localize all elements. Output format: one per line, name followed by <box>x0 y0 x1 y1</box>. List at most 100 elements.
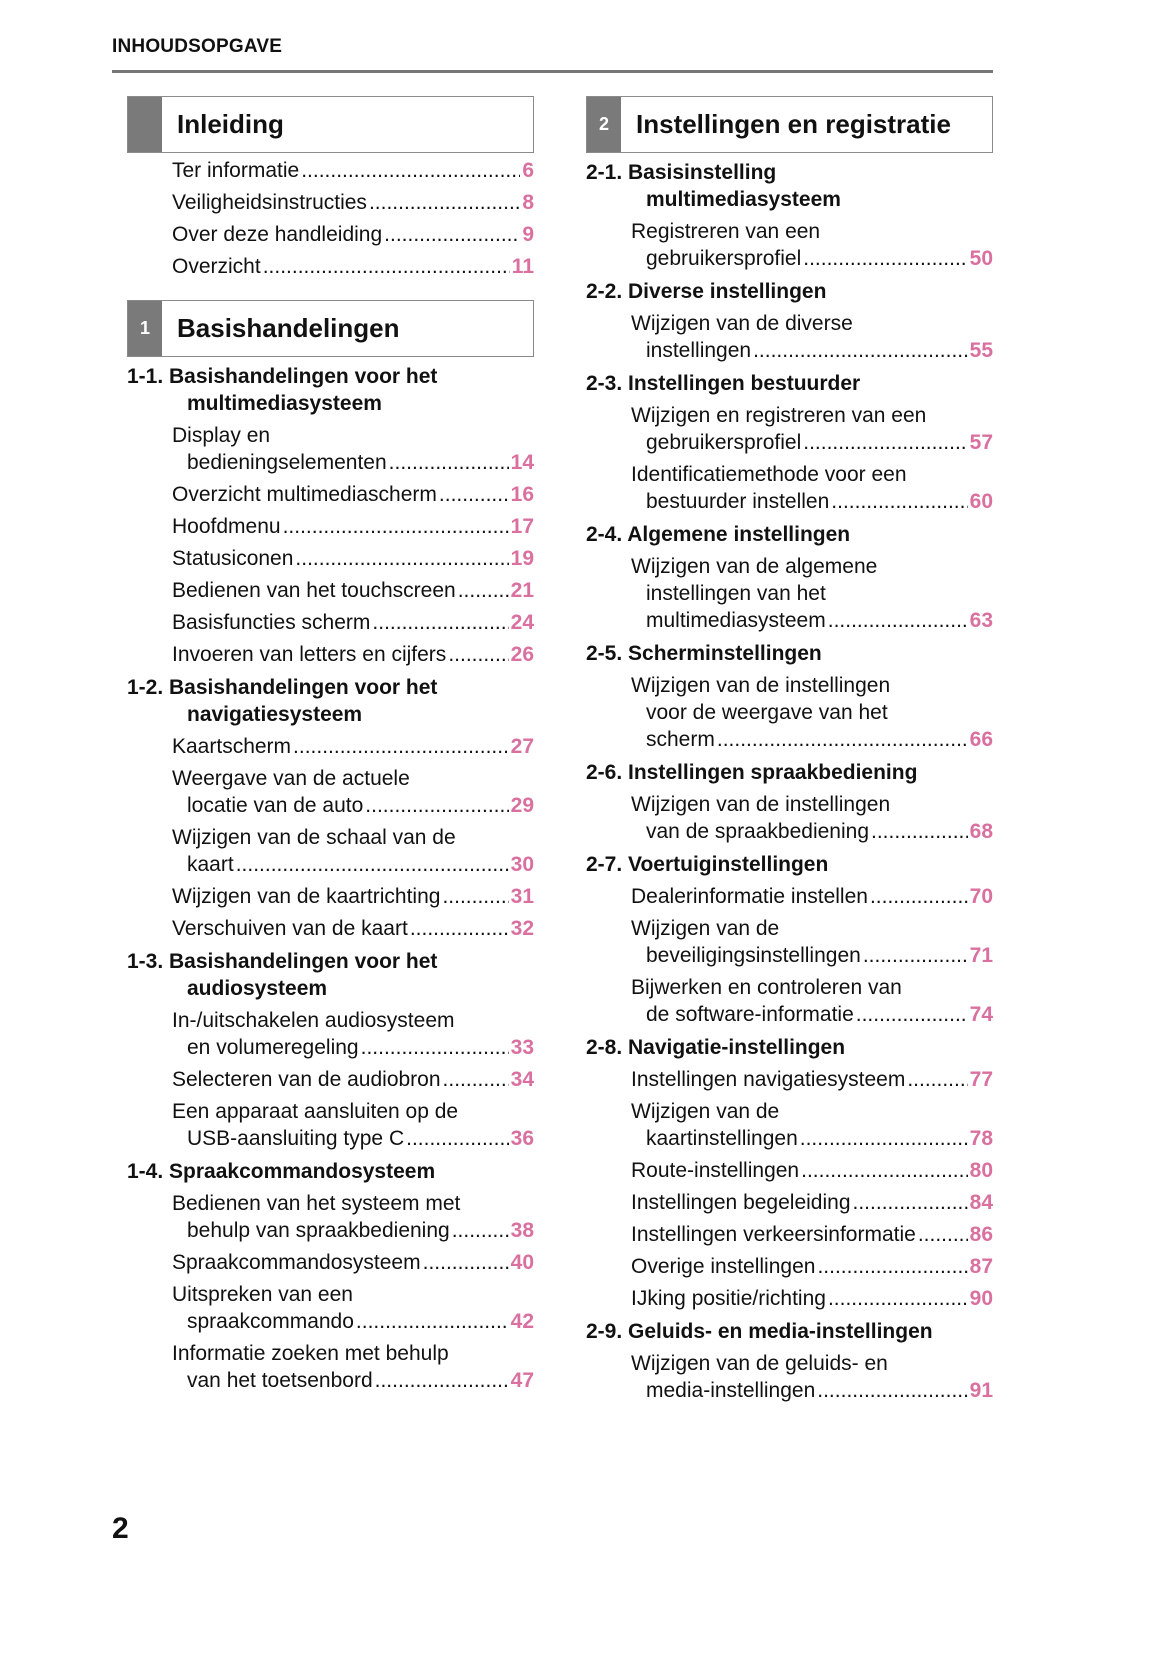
page-reference-link[interactable]: 30 <box>510 853 534 876</box>
toc-entry[interactable]: Ter informatie 6 <box>127 157 534 184</box>
toc-entry[interactable]: Spraakcommandosysteem 40 <box>127 1249 534 1276</box>
page-reference-link[interactable]: 91 <box>969 1379 993 1402</box>
toc-entry[interactable]: Uitspreken van een spraakcommando 42 <box>127 1281 534 1335</box>
page-reference-link[interactable]: 63 <box>969 609 993 632</box>
page-reference-link[interactable]: 33 <box>510 1036 534 1059</box>
toc-entry[interactable]: Statusiconen 19 <box>127 545 534 572</box>
toc-entry[interactable]: Bijwerken en controleren van de software-… <box>586 974 993 1028</box>
page-reference-link[interactable]: 42 <box>510 1310 534 1333</box>
toc-entry[interactable]: Informatie zoeken met behulp van het toet… <box>127 1340 534 1394</box>
page-reference-link[interactable]: 21 <box>510 579 534 602</box>
toc-entry[interactable]: Instellingen navigatiesysteem 77 <box>586 1066 993 1093</box>
page-reference-link[interactable]: 60 <box>969 490 993 513</box>
page-reference-link[interactable]: 36 <box>510 1127 534 1150</box>
toc-entry[interactable]: In-/uitschakelen audiosysteem en volumere… <box>127 1007 534 1061</box>
page-reference-link[interactable]: 32 <box>510 917 534 940</box>
page-reference-link[interactable]: 68 <box>969 820 993 843</box>
toc-entry[interactable]: Over deze handleiding 9 <box>127 221 534 248</box>
toc-entry[interactable]: Wijzigen en registreren van een gebruiker… <box>586 402 993 456</box>
entry-last-line: van het toetsenbord 47 <box>172 1367 534 1394</box>
entry-text: instellingen <box>646 339 752 362</box>
toc-entry[interactable]: Veiligheidsinstructies 8 <box>127 189 534 216</box>
entry-last-line: Over deze handleiding 9 <box>172 221 534 248</box>
page-reference-link[interactable]: 27 <box>510 735 534 758</box>
toc-entry[interactable]: Registreren van een gebruikersprofiel 50 <box>586 218 993 272</box>
toc-entry[interactable]: Overzicht multimediascherm 16 <box>127 481 534 508</box>
toc-entry[interactable]: IJking positie/richting 90 <box>586 1285 993 1312</box>
entry-last-line: locatie van de auto 29 <box>172 792 534 819</box>
toc-entry[interactable]: Wijzigen van de algemene instellingen van… <box>586 553 993 634</box>
toc-entry[interactable]: Wijzigen van de beveiligingsinstellingen 7… <box>586 915 993 969</box>
page-reference-link[interactable]: 24 <box>510 611 534 634</box>
entry-text: Instellingen begeleiding <box>631 1191 851 1214</box>
page-reference-link[interactable]: 50 <box>969 247 993 270</box>
toc-entry[interactable]: Kaartscherm 27 <box>127 733 534 760</box>
page-reference-link[interactable]: 47 <box>510 1369 534 1392</box>
page-reference-link[interactable]: 19 <box>510 547 534 570</box>
page-reference-link[interactable]: 71 <box>969 944 993 967</box>
page-reference-link[interactable]: 57 <box>969 431 993 454</box>
page-reference-link[interactable]: 84 <box>969 1191 993 1214</box>
section-heading: 2-6. Instellingen spraakbediening <box>586 759 993 786</box>
toc-entry[interactable]: Dealerinformatie instellen 70 <box>586 883 993 910</box>
page-reference-link[interactable]: 80 <box>969 1159 993 1182</box>
toc-entry[interactable]: Wijzigen van de geluids- en media-instell… <box>586 1350 993 1404</box>
page-reference-link[interactable]: 78 <box>969 1127 993 1150</box>
page-reference-link[interactable]: 11 <box>511 255 534 278</box>
toc-entry[interactable]: Identificatiemethode voor een bestuurder … <box>586 461 993 515</box>
toc-column-left: Inleiding Ter informatie 6 Veiligheidsinst… <box>127 96 534 1399</box>
page-reference-link[interactable]: 29 <box>510 794 534 817</box>
entry-text: Invoeren van letters en cijfers <box>172 643 447 666</box>
page-reference-link[interactable]: 38 <box>510 1219 534 1242</box>
toc-entry[interactable]: Instellingen begeleiding 84 <box>586 1189 993 1216</box>
entry-last-line: Overzicht multimediascherm 16 <box>172 481 534 508</box>
page-reference-link[interactable]: 40 <box>510 1251 534 1274</box>
toc-entry[interactable]: Route-instellingen 80 <box>586 1157 993 1184</box>
toc-entry[interactable]: Invoeren van letters en cijfers 26 <box>127 641 534 668</box>
toc-entry[interactable]: Selecteren van de audiobron 34 <box>127 1066 534 1093</box>
page-reference-link[interactable]: 8 <box>522 191 534 214</box>
page-reference-link[interactable]: 86 <box>969 1223 993 1246</box>
toc-entry[interactable]: Overige instellingen 87 <box>586 1253 993 1280</box>
page-reference-link[interactable]: 77 <box>969 1068 993 1091</box>
toc-entry[interactable]: Een apparaat aansluiten op de USB-aanslui… <box>127 1098 534 1152</box>
dot-leader <box>828 1285 968 1312</box>
section-heading-line: 2-1. Basisinstelling <box>586 161 777 184</box>
entry-text: Spraakcommandosysteem <box>172 1251 421 1274</box>
dot-leader <box>458 577 509 604</box>
entry-text: multimediasysteem <box>646 609 826 632</box>
page-reference-link[interactable]: 34 <box>510 1068 534 1091</box>
toc-entry[interactable]: Overzicht 11 <box>127 253 534 280</box>
page-reference-link[interactable]: 14 <box>510 451 534 474</box>
page-reference-link[interactable]: 90 <box>969 1287 993 1310</box>
toc-entry[interactable]: Verschuiven van de kaart 32 <box>127 915 534 942</box>
toc-entry[interactable]: Bedienen van het systeem met behulp van s… <box>127 1190 534 1244</box>
page-reference-link[interactable]: 26 <box>510 643 534 666</box>
dot-leader <box>236 851 509 878</box>
toc-entry[interactable]: Basisfuncties scherm 24 <box>127 609 534 636</box>
entry-text: van de spraakbediening <box>646 820 870 843</box>
entry-text: Dealerinformatie instellen <box>631 885 868 908</box>
toc-entry[interactable]: Wijzigen van de instellingen van de spraa… <box>586 791 993 845</box>
page-reference-link[interactable]: 70 <box>969 885 993 908</box>
page-reference-link[interactable]: 87 <box>969 1255 993 1278</box>
page-reference-link[interactable]: 31 <box>510 885 534 908</box>
toc-entry[interactable]: Wijzigen van de instellingen voor de weer… <box>586 672 993 753</box>
page-reference-link[interactable]: 17 <box>510 515 534 538</box>
dot-leader <box>384 221 520 248</box>
toc-entry[interactable]: Instellingen verkeersinformatie 86 <box>586 1221 993 1248</box>
page-reference-link[interactable]: 66 <box>969 728 993 751</box>
page-reference-link[interactable]: 6 <box>522 159 534 182</box>
toc-entry[interactable]: Bedienen van het touchscreen 21 <box>127 577 534 604</box>
toc-entry[interactable]: Weergave van de actuele locatie van de au… <box>127 765 534 819</box>
page-reference-link[interactable]: 74 <box>969 1003 993 1026</box>
toc-entry[interactable]: Wijzigen van de kaartrichting 31 <box>127 883 534 910</box>
toc-entry[interactable]: Hoofdmenu 17 <box>127 513 534 540</box>
page-reference-link[interactable]: 9 <box>522 223 534 246</box>
page-reference-link[interactable]: 55 <box>969 339 993 362</box>
page-reference-link[interactable]: 16 <box>510 483 534 506</box>
